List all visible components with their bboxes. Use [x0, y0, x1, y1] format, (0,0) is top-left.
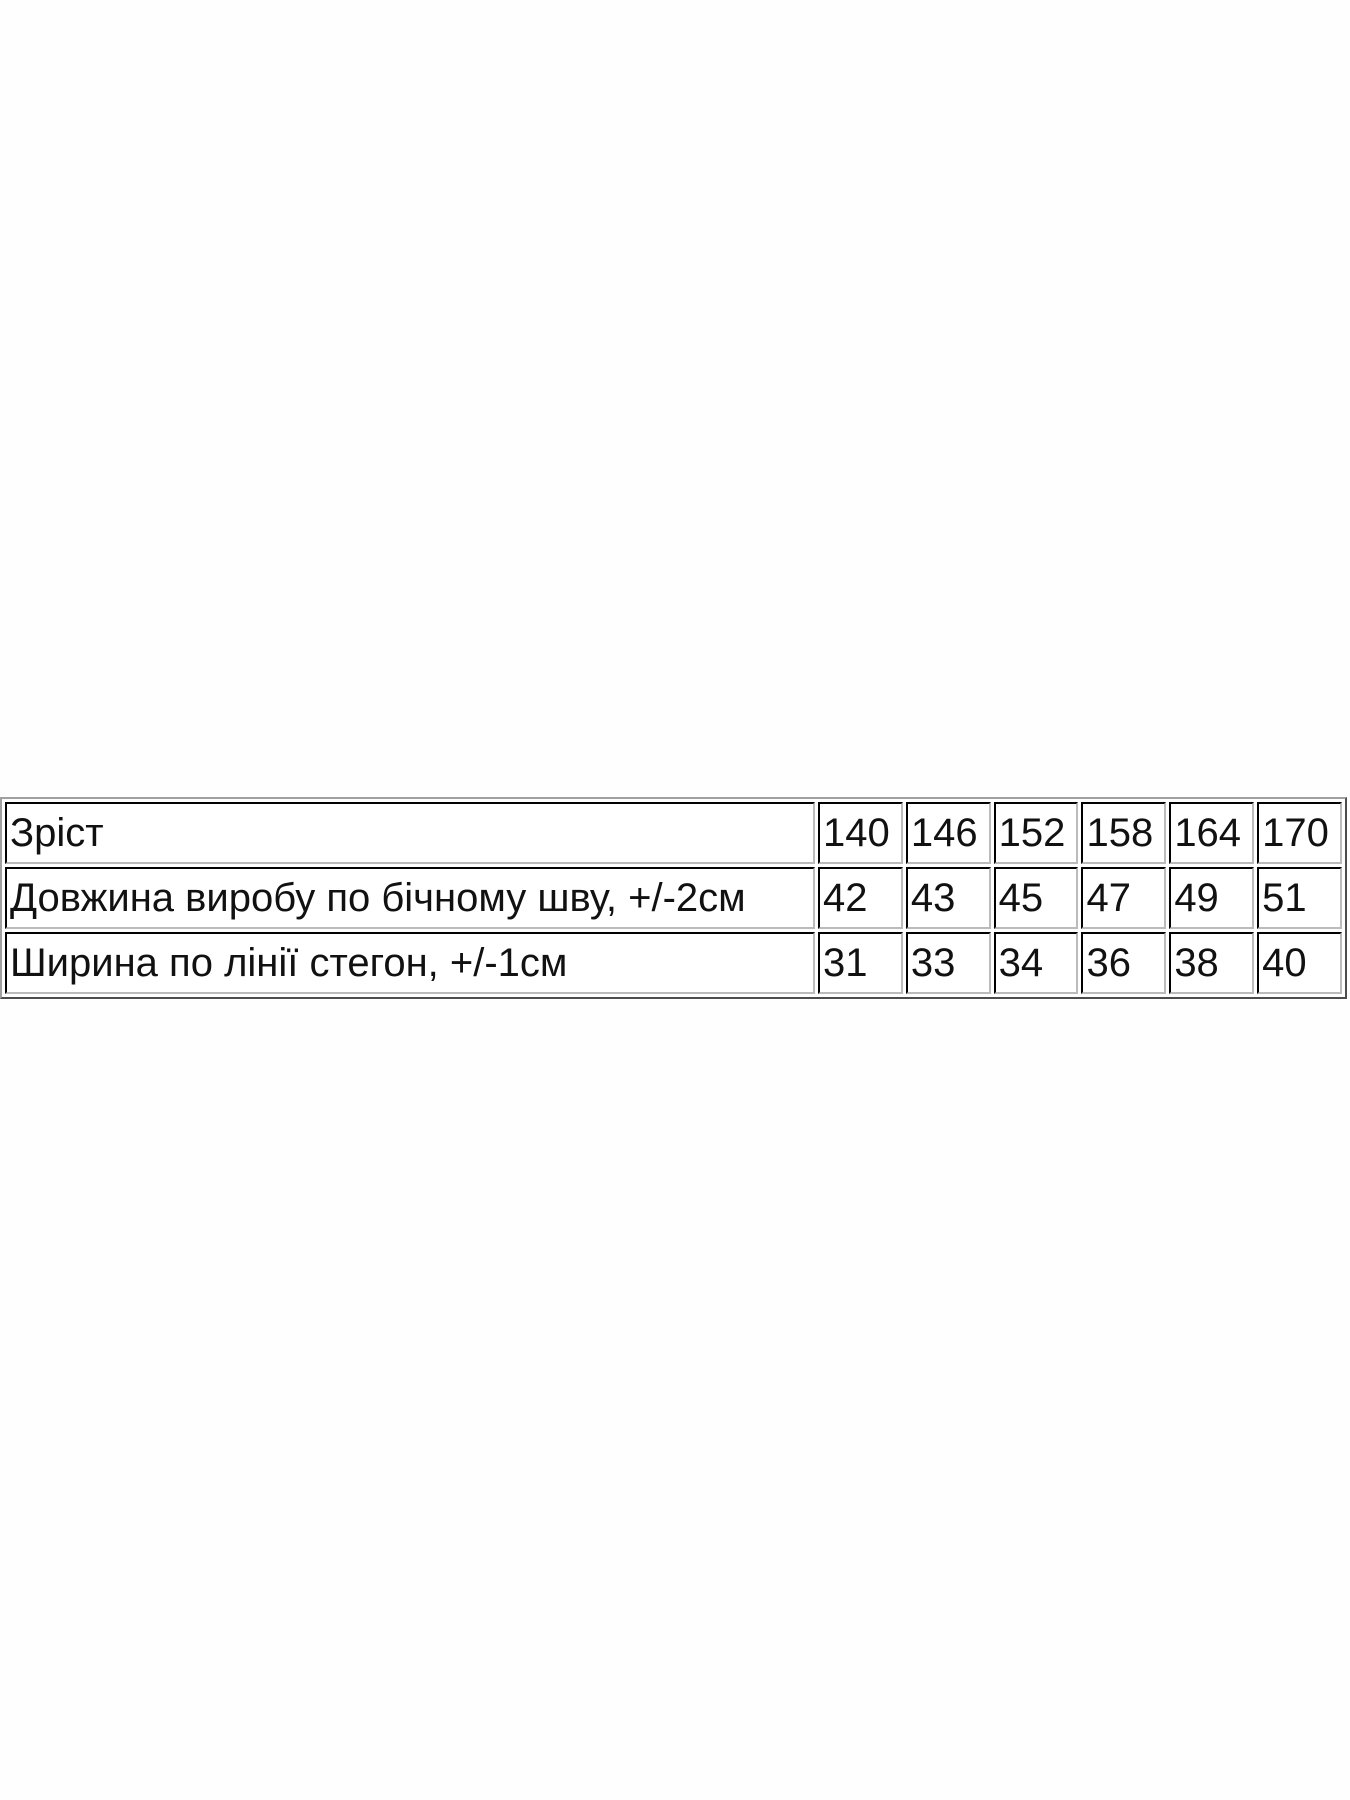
table-cell: 152: [993, 802, 1079, 864]
size-chart-table: Зріст 140 146 152 158 164 170 Довжина виробу по…: [0, 797, 1347, 999]
table-cell: 164: [1169, 802, 1255, 864]
table-cell: 49: [1169, 867, 1255, 929]
table-cell: 158: [1081, 802, 1167, 864]
table-cell: 43: [905, 867, 991, 929]
table-cell: 38: [1169, 932, 1255, 994]
table-cell: 170: [1257, 802, 1342, 864]
row-label: Ширина по лінії стегон, +/-1см: [5, 932, 815, 994]
table-cell: 51: [1257, 867, 1342, 929]
table-row: Ширина по лінії стегон, +/-1см 31 33 34 36 38…: [5, 932, 1342, 994]
table-cell: 47: [1081, 867, 1167, 929]
table-cell: 31: [818, 932, 903, 994]
table-cell: 45: [993, 867, 1079, 929]
row-label: Зріст: [5, 802, 815, 864]
table-cell: 36: [1081, 932, 1167, 994]
table-cell: 42: [818, 867, 903, 929]
table-cell: 146: [905, 802, 991, 864]
table-cell: 33: [905, 932, 991, 994]
table-row: Зріст 140 146 152 158 164 170: [5, 802, 1342, 864]
table-cell: 140: [818, 802, 903, 864]
table-cell: 40: [1257, 932, 1342, 994]
row-label: Довжина виробу по бічному шву, +/-2см: [5, 867, 815, 929]
table-cell: 34: [993, 932, 1079, 994]
table-row: Довжина виробу по бічному шву, +/-2см 42 4…: [5, 867, 1342, 929]
